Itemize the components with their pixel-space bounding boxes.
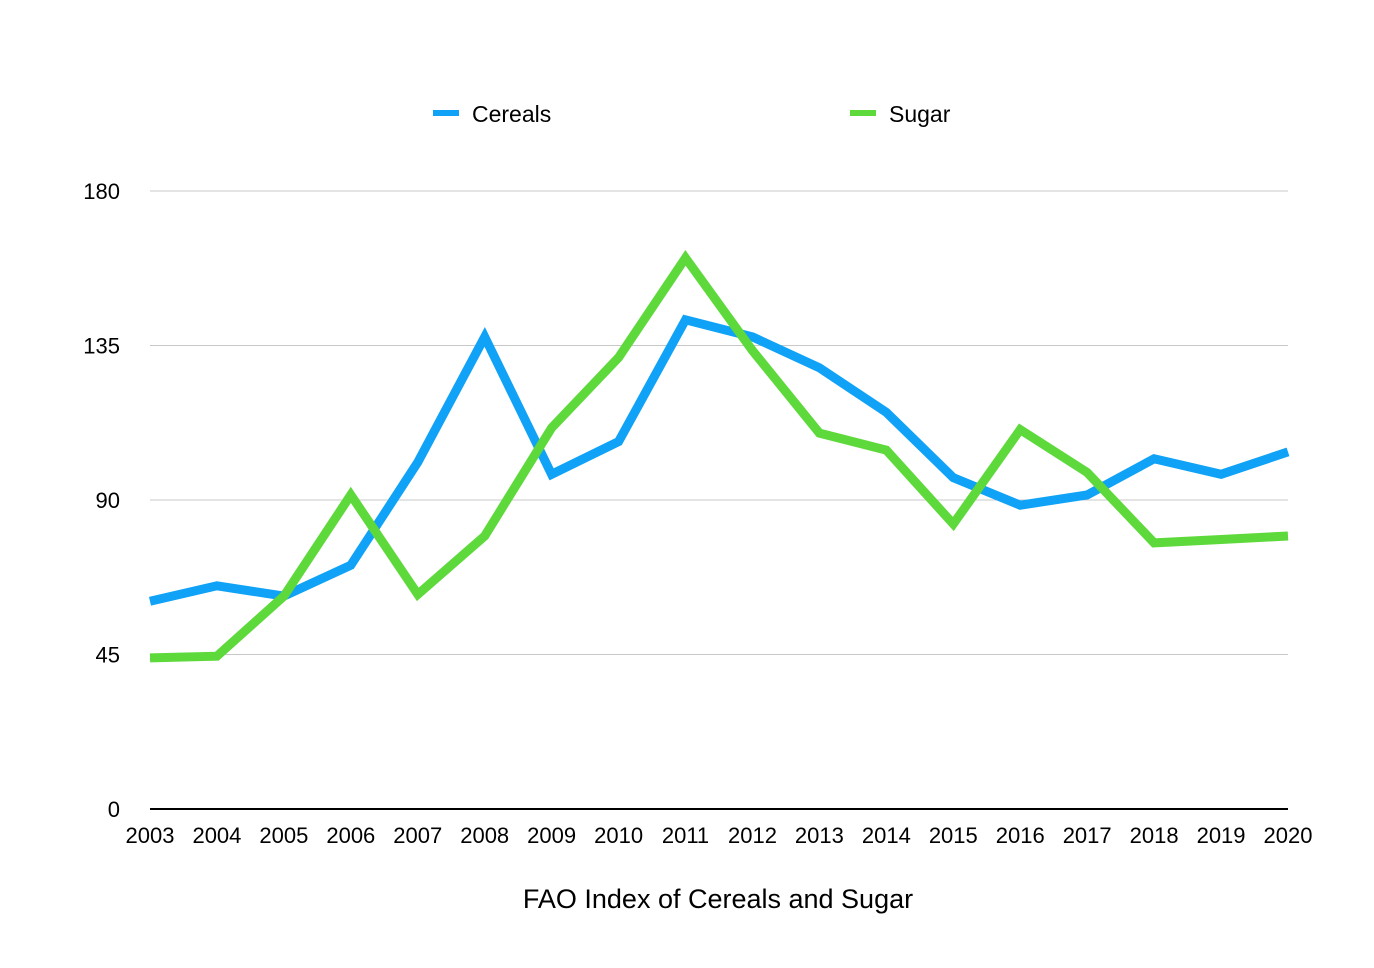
- legend-label: Cereals: [472, 101, 551, 127]
- series-line-sugar: [149, 250, 1289, 663]
- x-tick-label: 2015: [929, 823, 978, 848]
- y-tick-label: 45: [96, 643, 120, 668]
- legend: Cereals Sugar: [433, 101, 951, 127]
- y-tick-label: 180: [83, 179, 120, 204]
- gridlines: [150, 190, 1288, 810]
- y-tick-label: 135: [83, 334, 120, 359]
- x-tick-label: 2006: [326, 823, 375, 848]
- x-tick-label: 2004: [192, 823, 241, 848]
- series-line-cereals: [148, 314, 1290, 606]
- y-axis-tick-labels: 0 45 90 135 180: [83, 179, 120, 822]
- x-tick-label: 2014: [862, 823, 911, 848]
- x-tick-label: 2018: [1130, 823, 1179, 848]
- x-tick-label: 2012: [728, 823, 777, 848]
- x-tick-label: 2017: [1063, 823, 1112, 848]
- x-tick-label: 2007: [393, 823, 442, 848]
- y-tick-label: 90: [96, 488, 120, 513]
- x-tick-label: 2008: [460, 823, 509, 848]
- x-tick-label: 2016: [996, 823, 1045, 848]
- series-lines: [148, 250, 1290, 663]
- x-tick-label: 2011: [662, 823, 709, 848]
- legend-label: Sugar: [889, 101, 951, 127]
- x-tick-label: 2009: [527, 823, 576, 848]
- x-tick-label: 2019: [1197, 823, 1246, 848]
- x-tick-label: 2010: [594, 823, 643, 848]
- y-tick-label: 0: [108, 797, 120, 822]
- x-tick-label: 2013: [795, 823, 844, 848]
- legend-item-cereals: Cereals: [433, 101, 551, 127]
- x-axis-label: FAO Index of Cereals and Sugar: [523, 884, 913, 914]
- x-tick-label: 2020: [1264, 823, 1313, 848]
- x-tick-label: 2003: [126, 823, 175, 848]
- x-axis-tick-labels: 2003 2004 2005 2006 2007 2008 2009 2010 2011 2012…: [126, 823, 1313, 848]
- x-tick-label: 2005: [259, 823, 308, 848]
- legend-item-sugar: Sugar: [850, 101, 951, 127]
